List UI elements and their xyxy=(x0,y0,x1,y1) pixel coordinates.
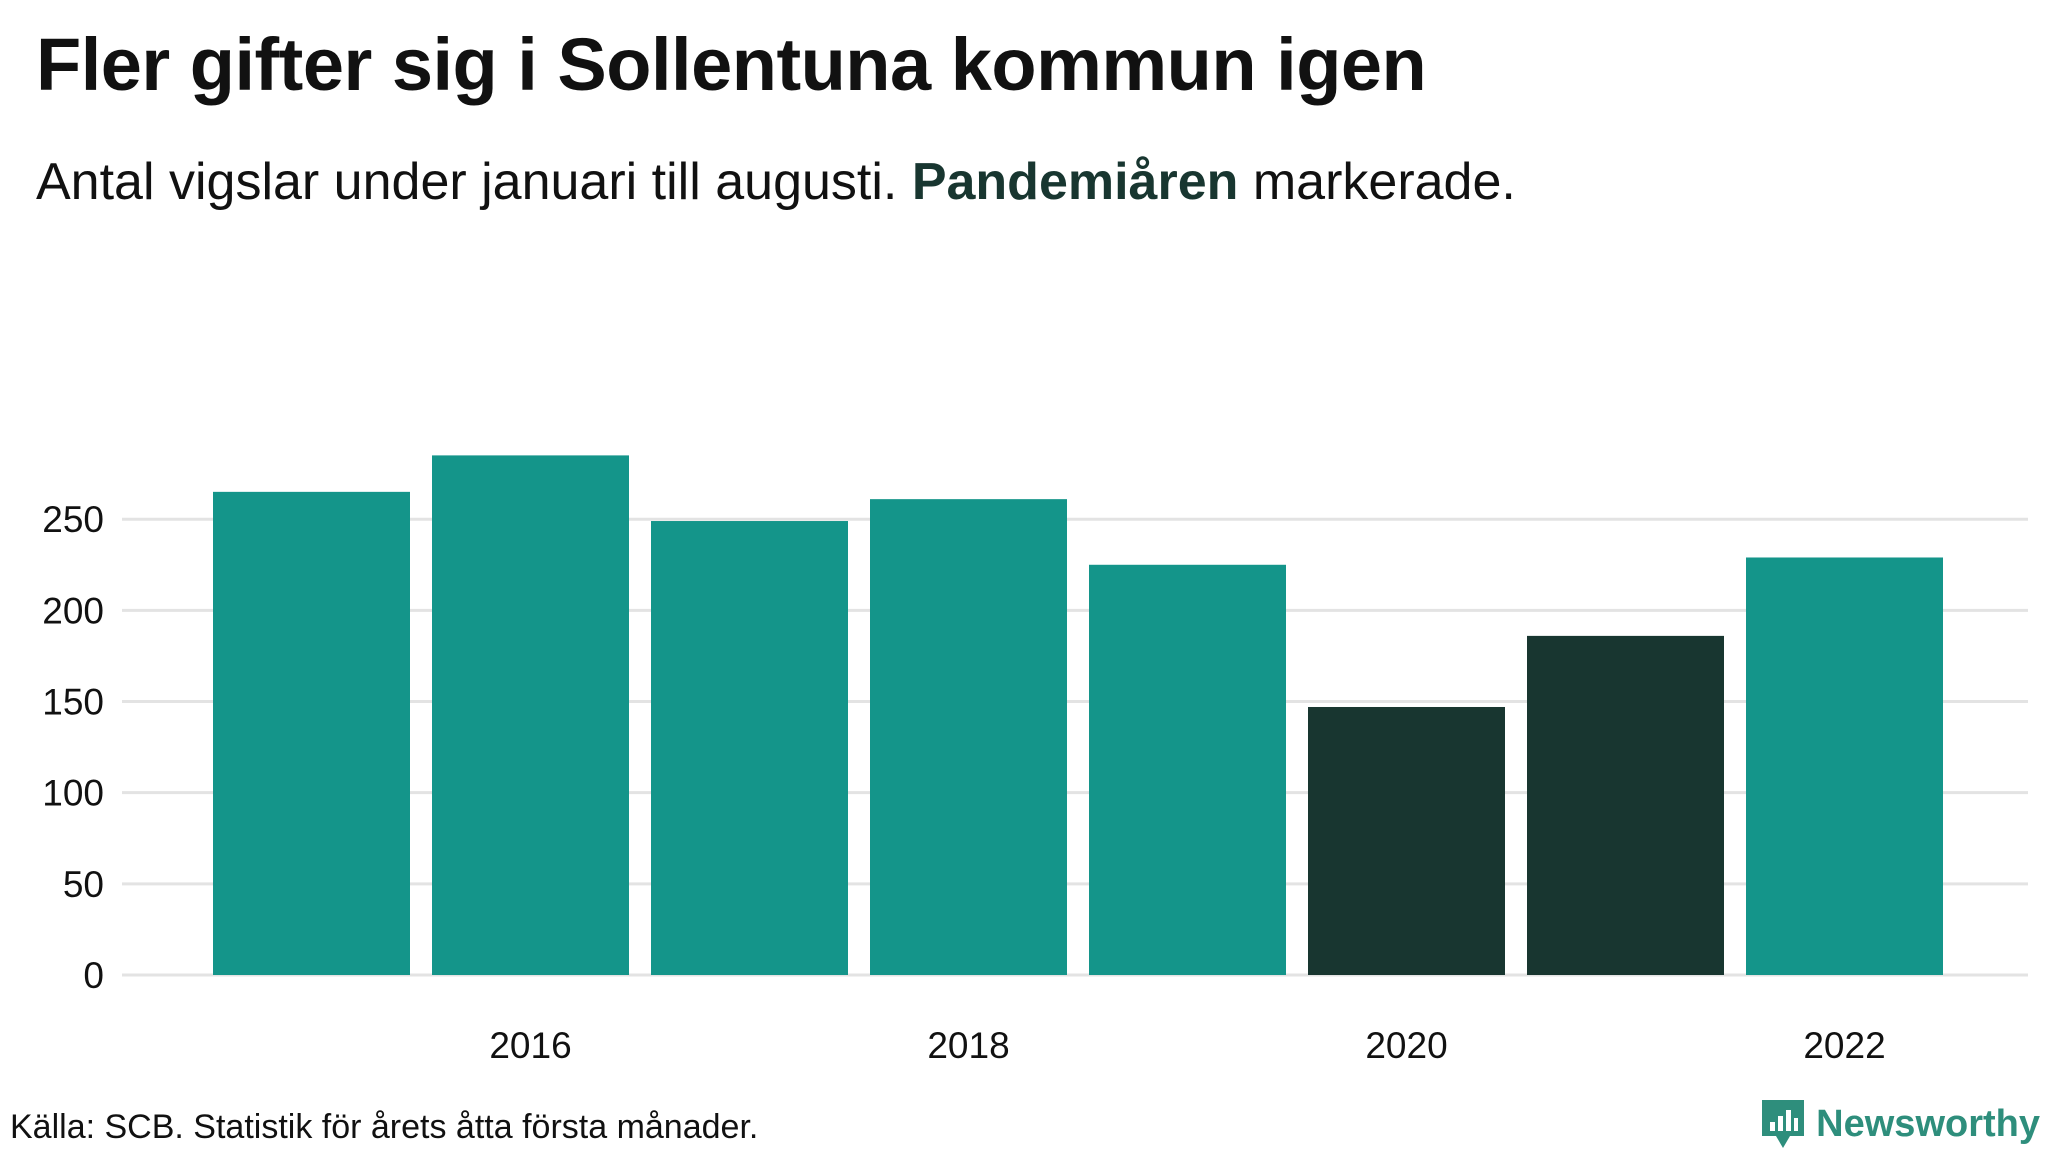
chart-title: Fler gifter sig i Sollentuna kommun igen xyxy=(36,23,1427,106)
chart-subtitle: Antal vigslar under januari till augusti… xyxy=(36,152,1516,212)
subtitle-highlight: Pandemiåren xyxy=(911,153,1239,211)
y-tick-label: 100 xyxy=(42,773,104,814)
y-tick-label: 200 xyxy=(42,590,104,631)
bar-2020 xyxy=(1308,706,1505,975)
x-tick-label: 2018 xyxy=(927,1025,1009,1066)
y-tick-label: 150 xyxy=(42,682,104,723)
bar-2019 xyxy=(1089,564,1286,975)
x-tick-label: 2022 xyxy=(1803,1025,1885,1066)
y-axis-ticks: 0 50 100 150 200 250 xyxy=(42,499,104,996)
source-note: Källa: SCB. Statistik för årets åtta för… xyxy=(10,1108,759,1146)
x-axis-ticks: 2016 2018 2020 2022 xyxy=(489,1025,1885,1066)
bar-2018 xyxy=(870,499,1067,975)
newsworthy-logo-icon xyxy=(1762,1100,1805,1148)
y-tick-label: 50 xyxy=(63,864,104,905)
brand-logo: Newsworthy xyxy=(1760,1098,2040,1150)
x-tick-label: 2016 xyxy=(489,1025,571,1066)
y-tick-label: 250 xyxy=(42,499,104,540)
brand-name: Newsworthy xyxy=(1816,1102,2040,1145)
bar-2022 xyxy=(1746,557,1943,975)
y-tick-label: 0 xyxy=(83,955,104,996)
subtitle-prefix: Antal vigslar under januari till augusti… xyxy=(36,153,898,211)
bar-2017 xyxy=(651,521,848,975)
subtitle-suffix: markerade. xyxy=(1252,153,1516,211)
bar-2015 xyxy=(213,491,410,975)
bars xyxy=(213,455,1943,975)
bar-2021 xyxy=(1527,635,1724,975)
bar-2016 xyxy=(432,455,629,975)
bar-chart: 0 50 100 150 200 250 2016 2018 2020 2022 xyxy=(42,455,2028,1066)
x-tick-label: 2020 xyxy=(1365,1025,1447,1066)
